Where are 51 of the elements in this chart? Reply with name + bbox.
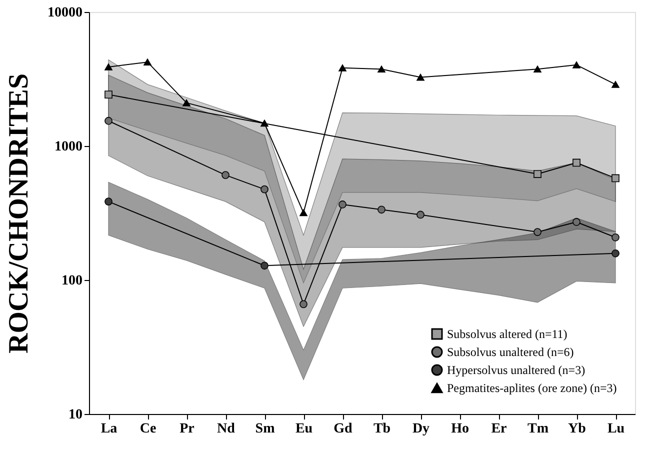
legend-label: Pegmatites-aplites (ore zone) (n=3) (447, 381, 617, 395)
x-tick-label: Er (491, 422, 507, 436)
point (572, 158, 580, 167)
x-tick-label: Lu (607, 422, 625, 436)
point (104, 116, 112, 125)
point (416, 210, 424, 219)
x-tick-label: La (100, 422, 118, 436)
point (416, 74, 424, 81)
point (260, 185, 268, 194)
x-tick-label: Ho (451, 422, 469, 436)
x-tick-label: Gd (334, 422, 353, 436)
point (260, 120, 268, 127)
point (572, 61, 580, 68)
x-tick-label: Pr (180, 422, 194, 436)
y-axis-title: ROCK/CHONDRITES (4, 73, 34, 354)
point (612, 249, 620, 258)
point (182, 99, 190, 106)
point (378, 66, 386, 73)
legend-label: Hypersolvus unaltered (n=3) (447, 363, 586, 377)
point (300, 209, 308, 216)
x-tick-label: Ce (140, 422, 156, 436)
point (104, 63, 112, 70)
point (534, 228, 542, 236)
point (612, 233, 620, 242)
point (222, 171, 230, 179)
x-tick-label: Eu (295, 422, 313, 436)
point (572, 218, 580, 226)
x-tick-label: Dy (412, 422, 430, 436)
point (378, 206, 386, 214)
x-tick-label: Sm (255, 422, 276, 436)
point (260, 262, 268, 270)
point (338, 64, 346, 72)
point (338, 200, 346, 208)
y-tick-label: 10 (68, 408, 82, 422)
legend-label: Subsolvus unaltered (n=6) (447, 345, 574, 359)
x-tick-label: Tm (528, 422, 549, 436)
point (534, 170, 542, 178)
x-tick-label: Nd (217, 422, 236, 436)
y-tick-label: 100 (62, 274, 82, 288)
x-tick-label: Yb (568, 422, 586, 436)
point (300, 300, 308, 308)
point (104, 198, 112, 206)
point (534, 66, 542, 73)
point (144, 58, 152, 66)
point (612, 174, 620, 182)
y-tick-label: 1000 (54, 140, 82, 154)
point (612, 80, 620, 88)
x-tick-label: Tb (373, 422, 391, 436)
y-tick-label: 10000 (48, 6, 82, 20)
point (104, 90, 112, 99)
legend-label: Subsolvus altered (n=11) (447, 327, 568, 341)
